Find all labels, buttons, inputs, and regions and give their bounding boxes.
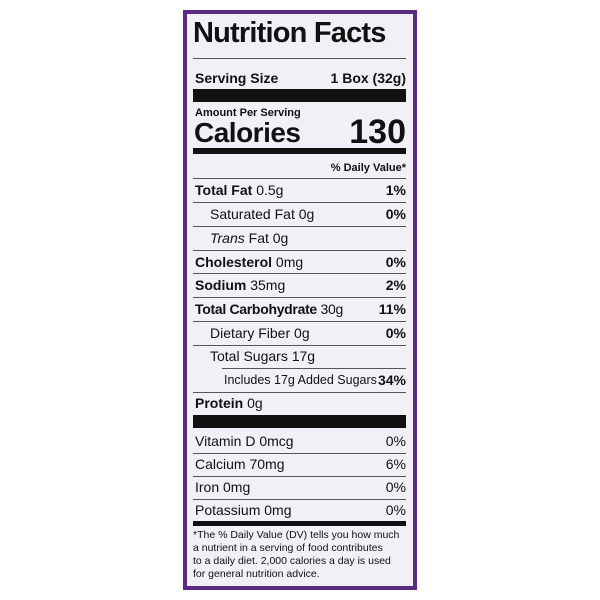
medium-rule — [193, 148, 406, 154]
rule — [193, 321, 406, 322]
nutrient-amount: 17g — [291, 348, 316, 364]
nutrient-amount: 0g — [272, 230, 289, 246]
footnote-line: *The % Daily Value (DV) tells you how mu… — [193, 529, 400, 541]
nutrient-amount: 0.5g — [256, 182, 284, 198]
rule — [193, 392, 406, 393]
nutrient-name: Total Carbohydrate — [195, 301, 317, 317]
nutrient-dv: 2% — [385, 277, 406, 293]
nutrient-name: Protein — [195, 395, 244, 411]
nutrient-name: Dietary Fiber — [210, 325, 291, 341]
nutrient-name-italic: Trans — [210, 230, 245, 246]
serving-label: Serving Size — [195, 70, 279, 86]
nutrient-amount: 0g — [298, 206, 315, 222]
nutrient-dv: 11% — [378, 301, 406, 317]
vitamin-name: Potassium — [195, 502, 261, 518]
calories-value: 130 — [349, 113, 406, 151]
rule — [193, 58, 406, 59]
rule — [222, 368, 406, 369]
vitamin: Calcium 70mg — [195, 455, 285, 473]
vitamin-dv: 0% — [385, 433, 406, 449]
nutrient-amount: 0g — [247, 395, 263, 411]
vitamin: Iron 0mg — [195, 478, 250, 496]
nutrient: Total Carbohydrate 30g — [195, 300, 343, 318]
rule — [193, 499, 406, 500]
rule — [193, 453, 406, 454]
nutrient-name: Cholesterol — [195, 254, 273, 270]
vitamin-amount: 0mg — [264, 502, 292, 518]
vitamin: Vitamin D 0mcg — [195, 432, 294, 450]
nutrient: Total Sugars 17g — [210, 347, 315, 365]
footnote-line: a nutrient in a serving of food contribu… — [193, 542, 383, 554]
nutrient: Protein 0g — [195, 394, 263, 412]
nutrient: Includes 17g Added Sugars — [224, 371, 377, 389]
nutrient-dv: 34% — [377, 372, 406, 388]
nutrient-name: Total Sugars — [210, 348, 288, 364]
vitamin-name: Calcium — [195, 456, 246, 472]
nutrient-amount: 0mg — [275, 254, 304, 270]
rule — [193, 297, 406, 298]
nutrient-name: Sodium — [195, 277, 247, 293]
nutrient-dv: 0% — [385, 325, 406, 341]
rule — [193, 273, 406, 274]
calories-label: Calories — [194, 117, 301, 148]
serving-value: 1 Box (32g) — [330, 70, 406, 86]
nutrient: Saturated Fat 0g — [210, 205, 314, 223]
nutrient: Sodium 35mg — [195, 276, 285, 294]
footnote-line: to a daily diet. 2,000 calories a day is… — [193, 555, 391, 567]
vitamin-dv: 0% — [385, 479, 406, 495]
vitamin-amount: 0mg — [223, 479, 251, 495]
nutrient-amount: 30g — [320, 301, 344, 317]
nutrient-name: Fat — [248, 230, 269, 246]
thick-rule — [193, 415, 406, 428]
rule — [193, 202, 406, 203]
nutrient-amount: 0g — [294, 325, 310, 341]
medium-rule — [193, 521, 406, 526]
vitamin-amount: 70mg — [249, 456, 285, 472]
vitamin-amount: 0mcg — [259, 433, 294, 449]
nutrient-dv: 0% — [385, 206, 406, 222]
vitamin-dv: 6% — [385, 456, 406, 472]
rule — [193, 476, 406, 477]
nutrient-name: Total Fat — [195, 182, 253, 198]
nutrient: Dietary Fiber 0g — [210, 324, 310, 342]
vitamin-name: Iron — [195, 479, 220, 495]
nutrient-name: Includes 17g Added Sugars — [224, 373, 377, 387]
label-frame — [183, 10, 417, 590]
footnote-line: for general nutrition advice. — [193, 568, 320, 580]
nutrient-name: Saturated Fat — [210, 206, 295, 222]
vitamin-dv: 0% — [385, 502, 406, 518]
nutrient-dv: 0% — [385, 254, 406, 270]
nutrient-dv: 1% — [385, 182, 406, 198]
vitamin-name: Vitamin D — [195, 433, 256, 449]
nutrient: Trans Fat 0g — [210, 229, 288, 247]
thick-rule — [193, 89, 406, 102]
rule — [193, 226, 406, 227]
rule — [193, 178, 406, 179]
nutrient: Cholesterol 0mg — [195, 253, 303, 271]
daily-value-header: % Daily Value* — [330, 162, 406, 174]
rule — [193, 250, 406, 251]
vitamin: Potassium 0mg — [195, 501, 291, 519]
rule — [193, 345, 406, 346]
nutrient-amount: 35mg — [250, 277, 286, 293]
nutrient: Total Fat 0.5g — [195, 181, 283, 199]
amount-per-serving: Amount Per Serving — [195, 107, 301, 119]
title: Nutrition Facts — [193, 17, 386, 49]
